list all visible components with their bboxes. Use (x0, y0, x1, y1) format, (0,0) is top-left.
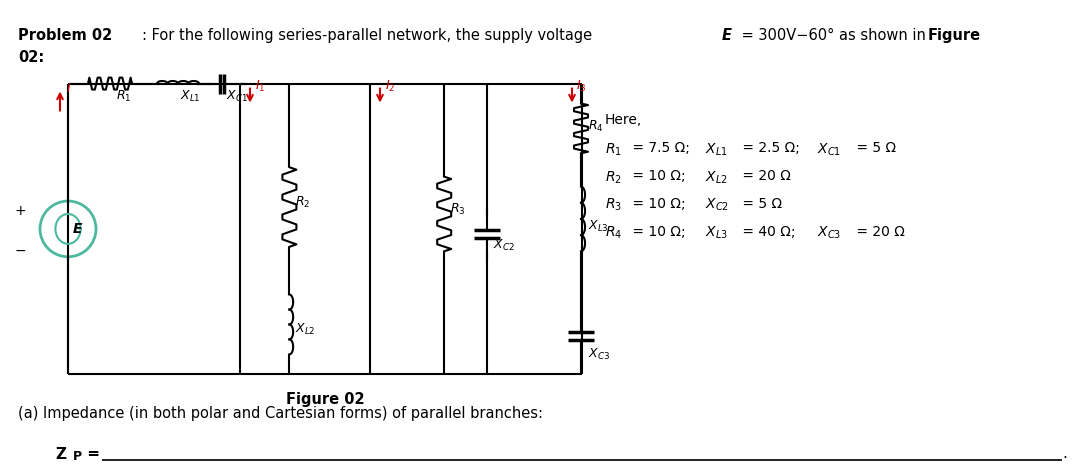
Text: = 20 Ω: = 20 Ω (738, 169, 791, 183)
Text: $I$: $I$ (66, 82, 71, 95)
Text: $\mathbf{Z}$: $\mathbf{Z}$ (55, 446, 67, 462)
Text: Figure 02: Figure 02 (286, 392, 365, 407)
Text: = 10 Ω;: = 10 Ω; (628, 197, 690, 211)
Text: .: . (1063, 446, 1067, 461)
Text: $X_{C2}$: $X_{C2}$ (705, 197, 729, 213)
Text: = 300V−60° as shown in: = 300V−60° as shown in (737, 28, 931, 43)
Text: $X_{L1}$: $X_{L1}$ (180, 89, 200, 103)
Text: $X_{C1}$: $X_{C1}$ (226, 89, 248, 103)
Text: $X_{C3}$: $X_{C3}$ (817, 225, 842, 241)
Text: E: E (722, 28, 733, 43)
Text: 02:: 02: (18, 50, 44, 65)
Text: $R_2$: $R_2$ (605, 169, 622, 185)
Text: +: + (14, 204, 26, 218)
Text: (a) Impedance (in both polar and Cartesian forms) of parallel branches:: (a) Impedance (in both polar and Cartesi… (18, 406, 543, 421)
Text: = 10 Ω;: = 10 Ω; (628, 169, 690, 183)
Text: $X_{L3}$: $X_{L3}$ (588, 219, 609, 234)
Text: Problem 02: Problem 02 (18, 28, 113, 43)
Text: $X_{L1}$: $X_{L1}$ (705, 141, 728, 158)
Text: = 7.5 Ω;: = 7.5 Ω; (628, 141, 695, 155)
Text: P: P (72, 450, 82, 463)
Text: $R_1$: $R_1$ (605, 141, 622, 158)
Text: −: − (14, 244, 26, 258)
Text: $R_2$: $R_2$ (295, 194, 311, 210)
Text: Figure: Figure (928, 28, 981, 43)
Text: = 20 Ω: = 20 Ω (852, 225, 905, 239)
Text: $X_{C3}$: $X_{C3}$ (588, 347, 610, 362)
Text: $R_4$: $R_4$ (588, 119, 604, 134)
Text: $X_{L2}$: $X_{L2}$ (705, 169, 728, 185)
Text: $X_{C2}$: $X_{C2}$ (492, 238, 514, 254)
Text: E: E (72, 222, 82, 236)
Text: = 10 Ω;: = 10 Ω; (628, 225, 690, 239)
Text: $I_1$: $I_1$ (255, 79, 265, 94)
Text: $X_{L2}$: $X_{L2}$ (295, 322, 316, 337)
Text: $I_3$: $I_3$ (576, 79, 586, 94)
Text: : For the following series-parallel network, the supply voltage: : For the following series-parallel netw… (142, 28, 597, 43)
Text: $R_1$: $R_1$ (116, 89, 131, 103)
Text: =: = (82, 446, 100, 461)
Text: = 40 Ω;: = 40 Ω; (738, 225, 800, 239)
Text: = 2.5 Ω;: = 2.5 Ω; (738, 141, 804, 155)
Text: $X_{L3}$: $X_{L3}$ (705, 225, 728, 241)
Text: = 5 Ω: = 5 Ω (852, 141, 896, 155)
Text: Here,: Here, (605, 113, 643, 128)
Text: $R_4$: $R_4$ (605, 225, 622, 241)
Text: $X_{C1}$: $X_{C1}$ (817, 141, 841, 158)
Text: $R_3$: $R_3$ (605, 197, 622, 213)
Text: $I_2$: $I_2$ (385, 79, 395, 94)
Text: $R_3$: $R_3$ (450, 201, 465, 217)
Text: = 5 Ω: = 5 Ω (738, 197, 782, 211)
